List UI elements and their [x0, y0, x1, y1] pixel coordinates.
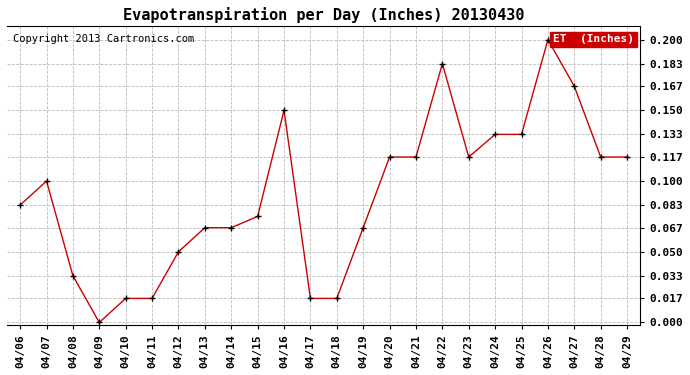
- Text: ET  (Inches): ET (Inches): [553, 34, 634, 45]
- Text: Copyright 2013 Cartronics.com: Copyright 2013 Cartronics.com: [13, 34, 195, 45]
- Title: Evapotranspiration per Day (Inches) 20130430: Evapotranspiration per Day (Inches) 2013…: [123, 7, 524, 23]
